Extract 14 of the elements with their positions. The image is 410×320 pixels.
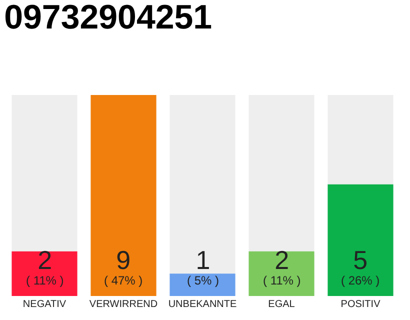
data-label: 2 ( 11% ) <box>26 245 64 288</box>
data-label: 5 ( 26% ) <box>341 245 380 288</box>
x-tick-label: NEGATIV <box>22 299 66 310</box>
x-tick-label: VERWIRREND <box>89 299 158 310</box>
chart-title: 09732904251 <box>4 0 212 37</box>
x-tick-label: POSITIV <box>340 299 381 310</box>
x-tick-label: UNBEKANNTE <box>168 299 237 310</box>
bar <box>248 251 314 296</box>
x-tick-label: EGAL <box>268 299 296 310</box>
data-label: 9 ( 47% ) <box>104 245 143 288</box>
bar <box>170 274 236 296</box>
data-label: 1 ( 5% ) <box>187 245 220 288</box>
bar <box>12 251 78 296</box>
data-label: 2 ( 11% ) <box>263 245 301 288</box>
